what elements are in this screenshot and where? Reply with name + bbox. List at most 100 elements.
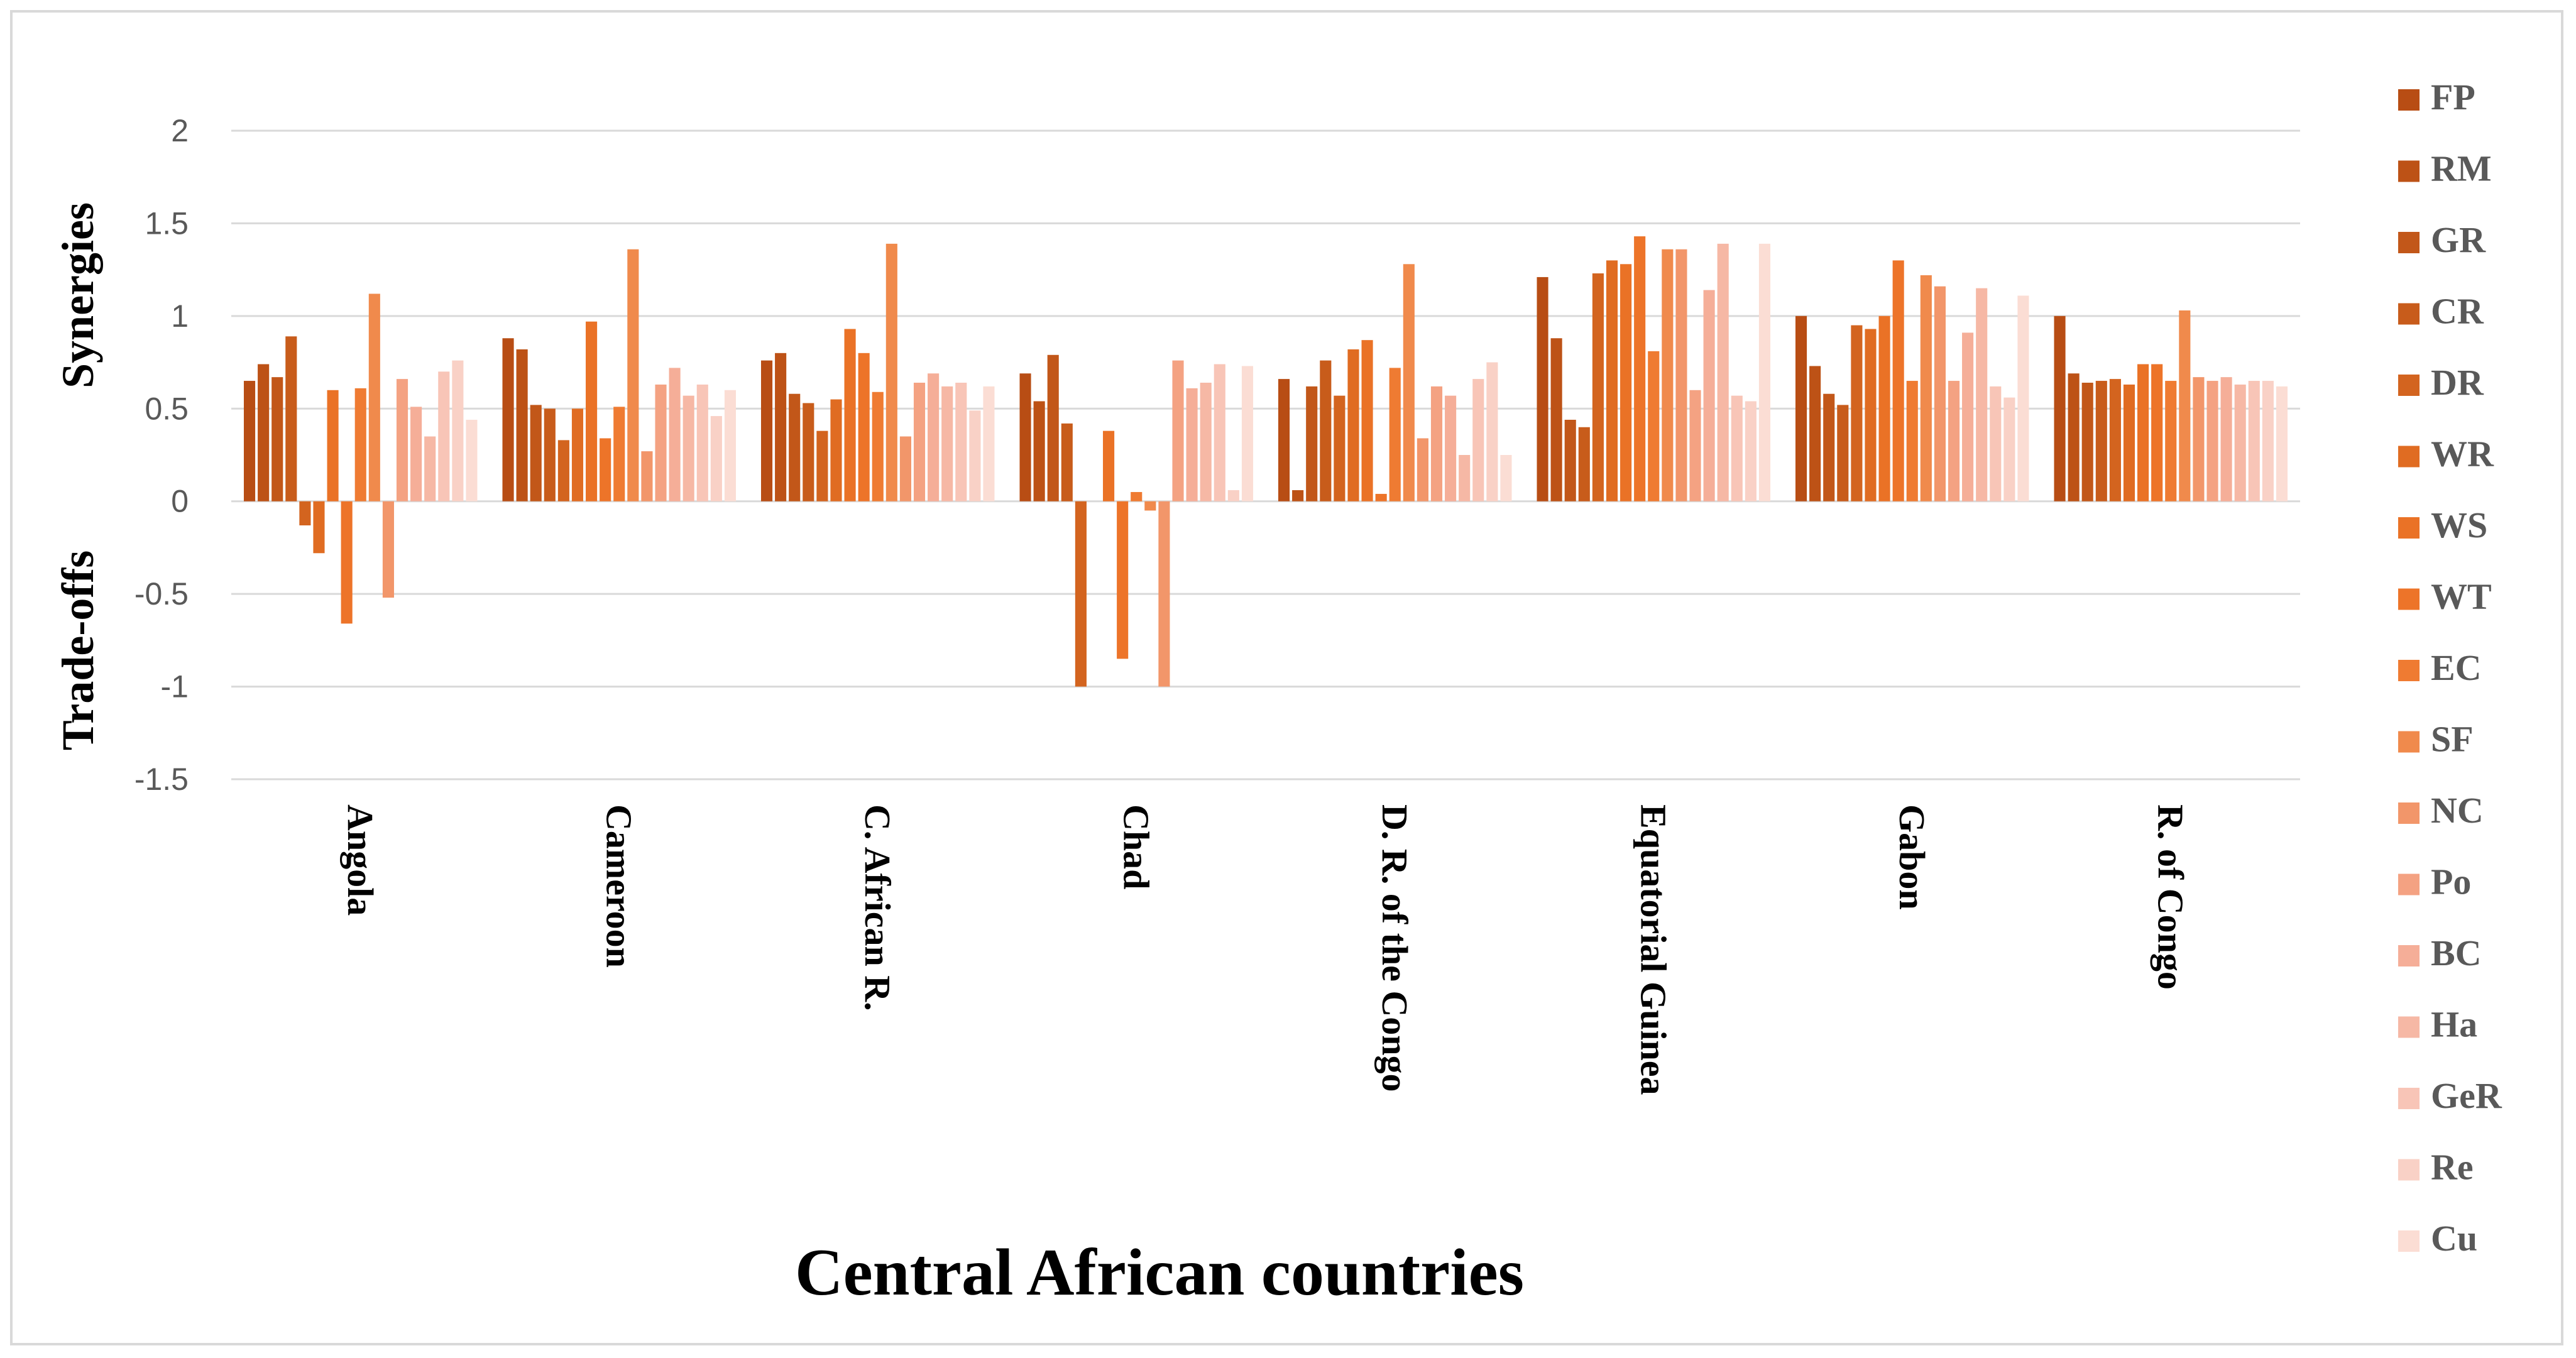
bar-wt: [1375, 493, 1387, 501]
bar-fp: [1795, 315, 1807, 501]
legend-item: WT: [2398, 576, 2492, 617]
bar-ws: [1620, 264, 1632, 501]
bar-bc: [1703, 290, 1715, 501]
legend-label: RM: [2431, 148, 2492, 189]
legend-label: BC: [2431, 933, 2482, 973]
bar-re: [1745, 401, 1757, 501]
legend-label: WT: [2431, 576, 2492, 617]
legend-item: NC: [2398, 790, 2484, 831]
bar-bc: [669, 368, 681, 501]
legend-label: SF: [2431, 719, 2474, 760]
legend-item: GeR: [2398, 1075, 2502, 1116]
bar-sf: [1144, 501, 1156, 511]
bar-re: [1227, 490, 1239, 501]
bar-gr: [530, 405, 542, 501]
category-label: Chad: [1115, 804, 1156, 889]
bar-nc: [1417, 438, 1428, 501]
bar-ha: [1976, 288, 1988, 501]
bar-gr: [1823, 393, 1835, 501]
legend-swatch: [2398, 1230, 2420, 1252]
bar-dr: [1592, 273, 1604, 501]
bar-re: [452, 360, 464, 501]
legend-swatch: [2398, 588, 2420, 610]
category-label: Angola: [340, 804, 381, 916]
bar-cr: [803, 403, 814, 501]
bar-wt: [2151, 364, 2163, 501]
legend: FP RM GR CR DR WR WS WT EC SF NC Po BC Ha GeR Re Cu: [2398, 77, 2502, 1259]
legend-label: WR: [2431, 434, 2494, 474]
bar-wr: [313, 501, 325, 554]
y-tick-label: -0.5: [134, 576, 189, 611]
legend-label: Cu: [2431, 1218, 2477, 1259]
bar-ger: [438, 371, 450, 501]
bar-re: [969, 410, 981, 501]
bar-po: [1689, 390, 1701, 501]
bar-ec: [1648, 351, 1660, 501]
bar-sf: [368, 293, 380, 501]
legend-swatch: [2398, 945, 2420, 966]
y-tick-label: 0.5: [145, 391, 189, 426]
y-tick-label: 0: [171, 484, 189, 519]
bar-ws: [1361, 340, 1373, 501]
bar-dr: [2109, 379, 2121, 501]
legend-item: WS: [2398, 505, 2487, 545]
bar-re: [2262, 381, 2274, 501]
legend-label: Po: [2431, 862, 2471, 902]
legend-swatch: [2398, 1159, 2420, 1181]
bar-nc: [641, 451, 653, 501]
legend-swatch: [2398, 517, 2420, 539]
bar-gr: [271, 377, 283, 501]
bar-cu: [2017, 295, 2029, 501]
y-tick-label: 1: [171, 298, 189, 334]
bar-rm: [1033, 401, 1045, 501]
bar-sf: [627, 249, 639, 501]
bar-wt: [600, 438, 611, 501]
bar-ws: [586, 321, 598, 501]
legend-label: DR: [2431, 362, 2484, 403]
y-axis-title-synergies: Synergies: [53, 202, 103, 388]
bar-ha: [682, 395, 694, 501]
bar-po: [1172, 360, 1184, 501]
bar-ec: [354, 388, 366, 501]
bar-cr: [1837, 405, 1849, 501]
bar-gr: [2081, 383, 2093, 501]
bar-bc: [1186, 388, 1198, 501]
bar-cr: [1061, 423, 1073, 501]
bar-rm: [775, 353, 787, 501]
legend-swatch: [2398, 660, 2420, 681]
bar-po: [396, 379, 408, 501]
y-tick-labels: 2 1.5 1 0.5 0 -0.5 -1 -1.5: [134, 113, 189, 797]
bar-ha: [1459, 455, 1471, 501]
bar-nc: [899, 436, 911, 501]
bar-bc: [928, 373, 940, 501]
bar-dr: [1851, 325, 1863, 501]
legend-label: Re: [2431, 1147, 2474, 1188]
legend-item: WR: [2398, 434, 2494, 474]
bar-wt: [858, 353, 870, 501]
bar-fp: [2054, 315, 2066, 501]
legend-swatch: [2398, 731, 2420, 753]
legend-item: CR: [2398, 291, 2484, 332]
y-tick-label: 1.5: [145, 205, 189, 241]
bar-dr: [1075, 501, 1087, 687]
bar-ec: [613, 407, 625, 501]
bar-gr: [1564, 419, 1576, 501]
legend-swatch: [2398, 1088, 2420, 1109]
bar-gr: [789, 393, 801, 501]
bar-cu: [1500, 455, 1512, 501]
bar-wt: [1117, 501, 1129, 659]
bar-ws: [327, 390, 339, 501]
legend-item: RM: [2398, 148, 2492, 189]
bar-dr: [1334, 395, 1346, 501]
bar-ger: [2248, 381, 2260, 501]
bar-ger: [1472, 379, 1484, 501]
bar-nc: [1934, 286, 1946, 501]
bar-ha: [1200, 383, 1212, 501]
y-tick-label: -1: [161, 669, 189, 704]
bar-dr: [557, 440, 569, 501]
bar-fp: [502, 338, 514, 501]
bar-bc: [1445, 395, 1457, 501]
bar-ha: [1717, 243, 1729, 501]
bar-gr: [1306, 386, 1318, 501]
